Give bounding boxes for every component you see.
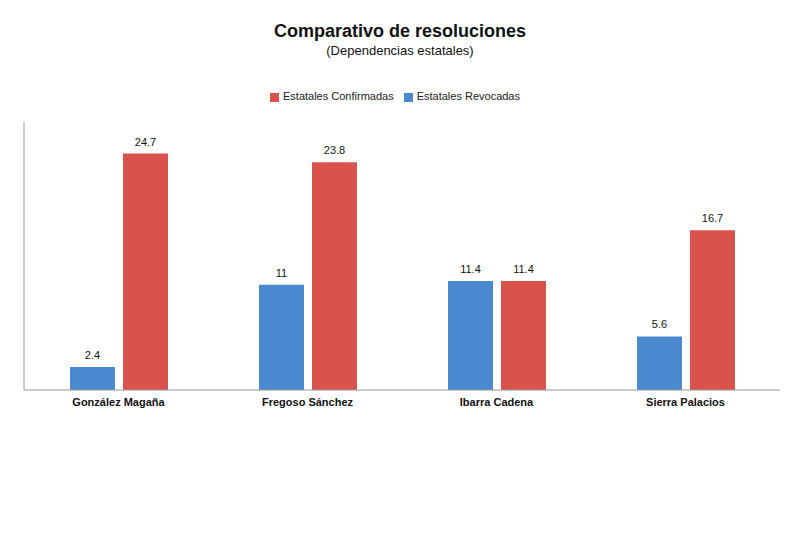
svg-text:16.7: 16.7 bbox=[702, 212, 723, 224]
svg-text:Sierra Palacios: Sierra Palacios bbox=[646, 396, 725, 408]
svg-text:23.8: 23.8 bbox=[324, 144, 345, 156]
svg-text:11.4: 11.4 bbox=[513, 263, 534, 275]
html-text:Estatales Revocadas: Estatales Revocadas bbox=[416, 90, 520, 102]
html-text:Comparativo de resoluciones: Comparativo de resoluciones bbox=[274, 21, 526, 41]
html-text:Estatales Confirmadas: Estatales Confirmadas bbox=[283, 90, 394, 102]
svg-text:Ibarra Cadena: Ibarra Cadena bbox=[460, 396, 534, 408]
svg-text:González Magaña: González Magaña bbox=[72, 396, 165, 408]
svg-text:24.7: 24.7 bbox=[135, 136, 156, 148]
svg-text:11.4: 11.4 bbox=[460, 263, 481, 275]
svg-text:11: 11 bbox=[276, 267, 287, 279]
svg-text:Fregoso Sánchez: Fregoso Sánchez bbox=[262, 396, 354, 408]
html-text:(Dependencias estatales): (Dependencias estatales) bbox=[326, 43, 474, 58]
svg-text:5.6: 5.6 bbox=[652, 318, 667, 330]
svg-text:2.4: 2.4 bbox=[85, 349, 100, 361]
